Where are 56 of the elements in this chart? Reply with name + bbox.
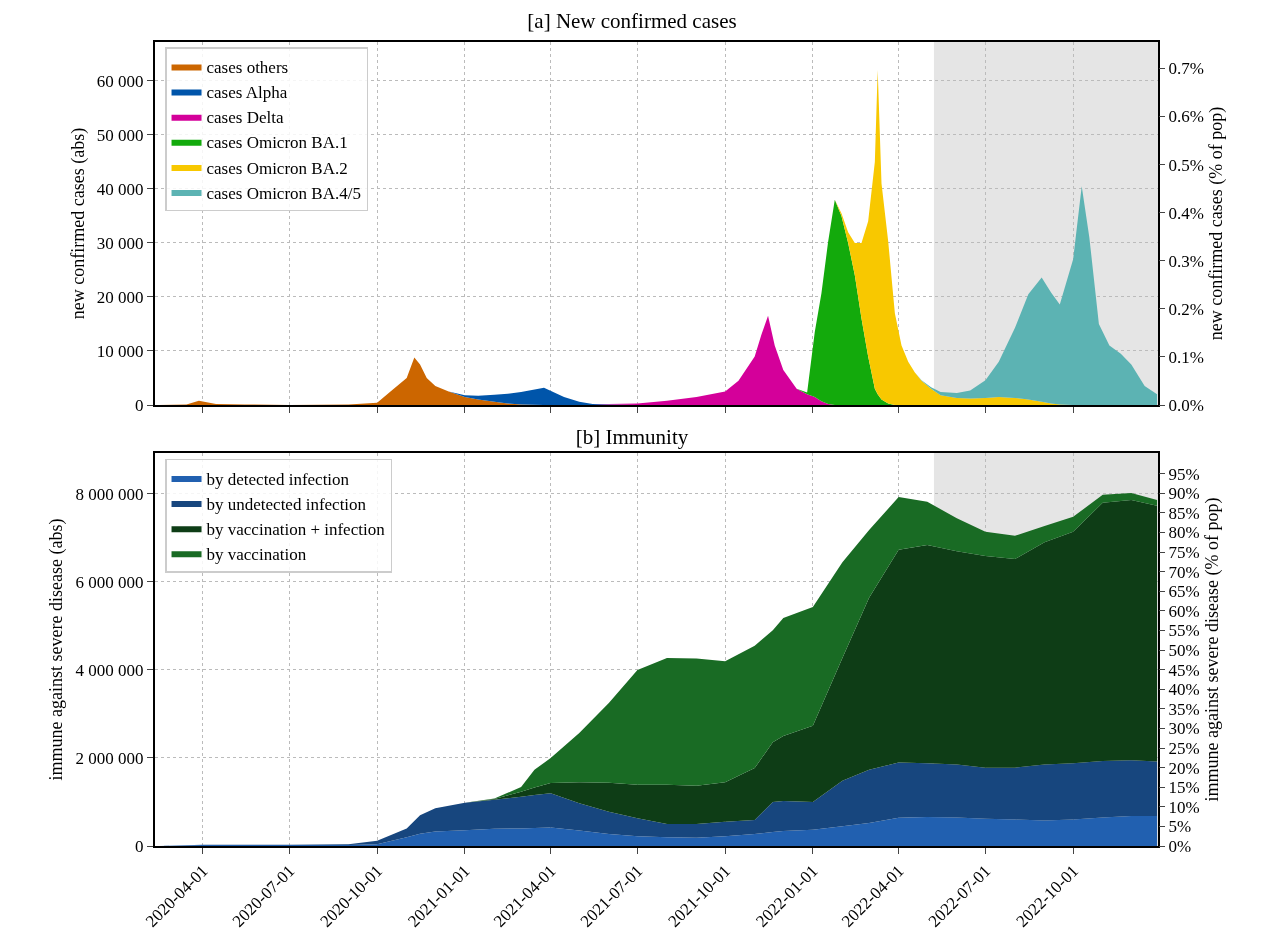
y-tick-label: 6 000 000	[75, 572, 144, 592]
y2-tick-label: 70%	[1168, 562, 1200, 582]
y2-tick-label: 50%	[1168, 641, 1200, 661]
y2-tick-label: 0%	[1168, 836, 1192, 856]
y2-tick-label: 10%	[1168, 797, 1200, 817]
y2-tick-label: 40%	[1168, 680, 1200, 700]
legend-label: cases Omicron BA.4/5	[206, 183, 361, 203]
y2-tick-label: 25%	[1168, 738, 1200, 758]
y2-tick-label: 0.1%	[1168, 347, 1204, 367]
y-tick-label: 30 000	[96, 233, 144, 253]
y2-tick-label: 0.6%	[1168, 107, 1204, 127]
legend-label: by undetected infection	[206, 494, 367, 514]
legend-label: by vaccination + infection	[206, 519, 386, 539]
y-tick-label: 20 000	[96, 287, 144, 307]
y2-tick-label: 75%	[1168, 543, 1200, 563]
y-tick-label: 40 000	[96, 179, 144, 199]
y-axis-title: new confirmed cases (abs)	[67, 127, 89, 320]
y2-tick-label: 45%	[1168, 660, 1200, 680]
y-tick-label: 0	[135, 395, 144, 415]
y2-tick-label: 0.7%	[1168, 59, 1204, 79]
y2-axis-title: immune against severe disease (% of pop)	[1201, 497, 1223, 802]
y2-tick-label: 80%	[1168, 523, 1200, 543]
legend-label: cases Omicron BA.2	[206, 158, 348, 178]
y2-tick-label: 5%	[1168, 817, 1192, 837]
y2-tick-label: 90%	[1168, 484, 1200, 504]
y2-tick-label: 85%	[1168, 503, 1200, 523]
chart-title: [b] Immunity	[575, 424, 689, 449]
legend-label: by detected infection	[206, 469, 350, 489]
y2-axis-title: new confirmed cases (% of pop)	[1205, 106, 1227, 341]
y2-tick-label: 15%	[1168, 778, 1200, 798]
y-axis-title: immune against severe disease (abs)	[46, 518, 68, 781]
legend-label: cases Delta	[206, 108, 284, 128]
legend-label: cases Omicron BA.1	[206, 133, 348, 153]
y2-tick-label: 30%	[1168, 719, 1200, 739]
y2-tick-label: 95%	[1168, 464, 1200, 484]
y-tick-label: 2 000 000	[75, 748, 144, 768]
y2-tick-label: 35%	[1168, 699, 1200, 719]
y-tick-label: 0	[135, 836, 144, 856]
chart-title: [a] New confirmed cases	[527, 9, 737, 34]
y2-tick-label: 55%	[1168, 621, 1200, 641]
y2-tick-label: 20%	[1168, 758, 1200, 778]
y2-tick-label: 0.4%	[1168, 203, 1204, 223]
y2-tick-label: 60%	[1168, 601, 1200, 621]
legend-label: cases others	[206, 58, 289, 78]
legend-label: by vaccination	[206, 544, 307, 564]
y-tick-label: 60 000	[96, 71, 144, 91]
y2-tick-label: 65%	[1168, 582, 1200, 602]
y2-tick-label: 0.0%	[1168, 395, 1204, 415]
y2-tick-label: 0.3%	[1168, 251, 1204, 271]
y2-tick-label: 0.5%	[1168, 155, 1204, 175]
y-tick-label: 8 000 000	[75, 484, 144, 504]
y2-tick-label: 0.2%	[1168, 299, 1204, 319]
y-tick-label: 10 000	[96, 341, 144, 361]
legend-label: cases Alpha	[206, 83, 288, 103]
y-tick-label: 4 000 000	[75, 660, 144, 680]
y-tick-label: 50 000	[96, 125, 144, 145]
